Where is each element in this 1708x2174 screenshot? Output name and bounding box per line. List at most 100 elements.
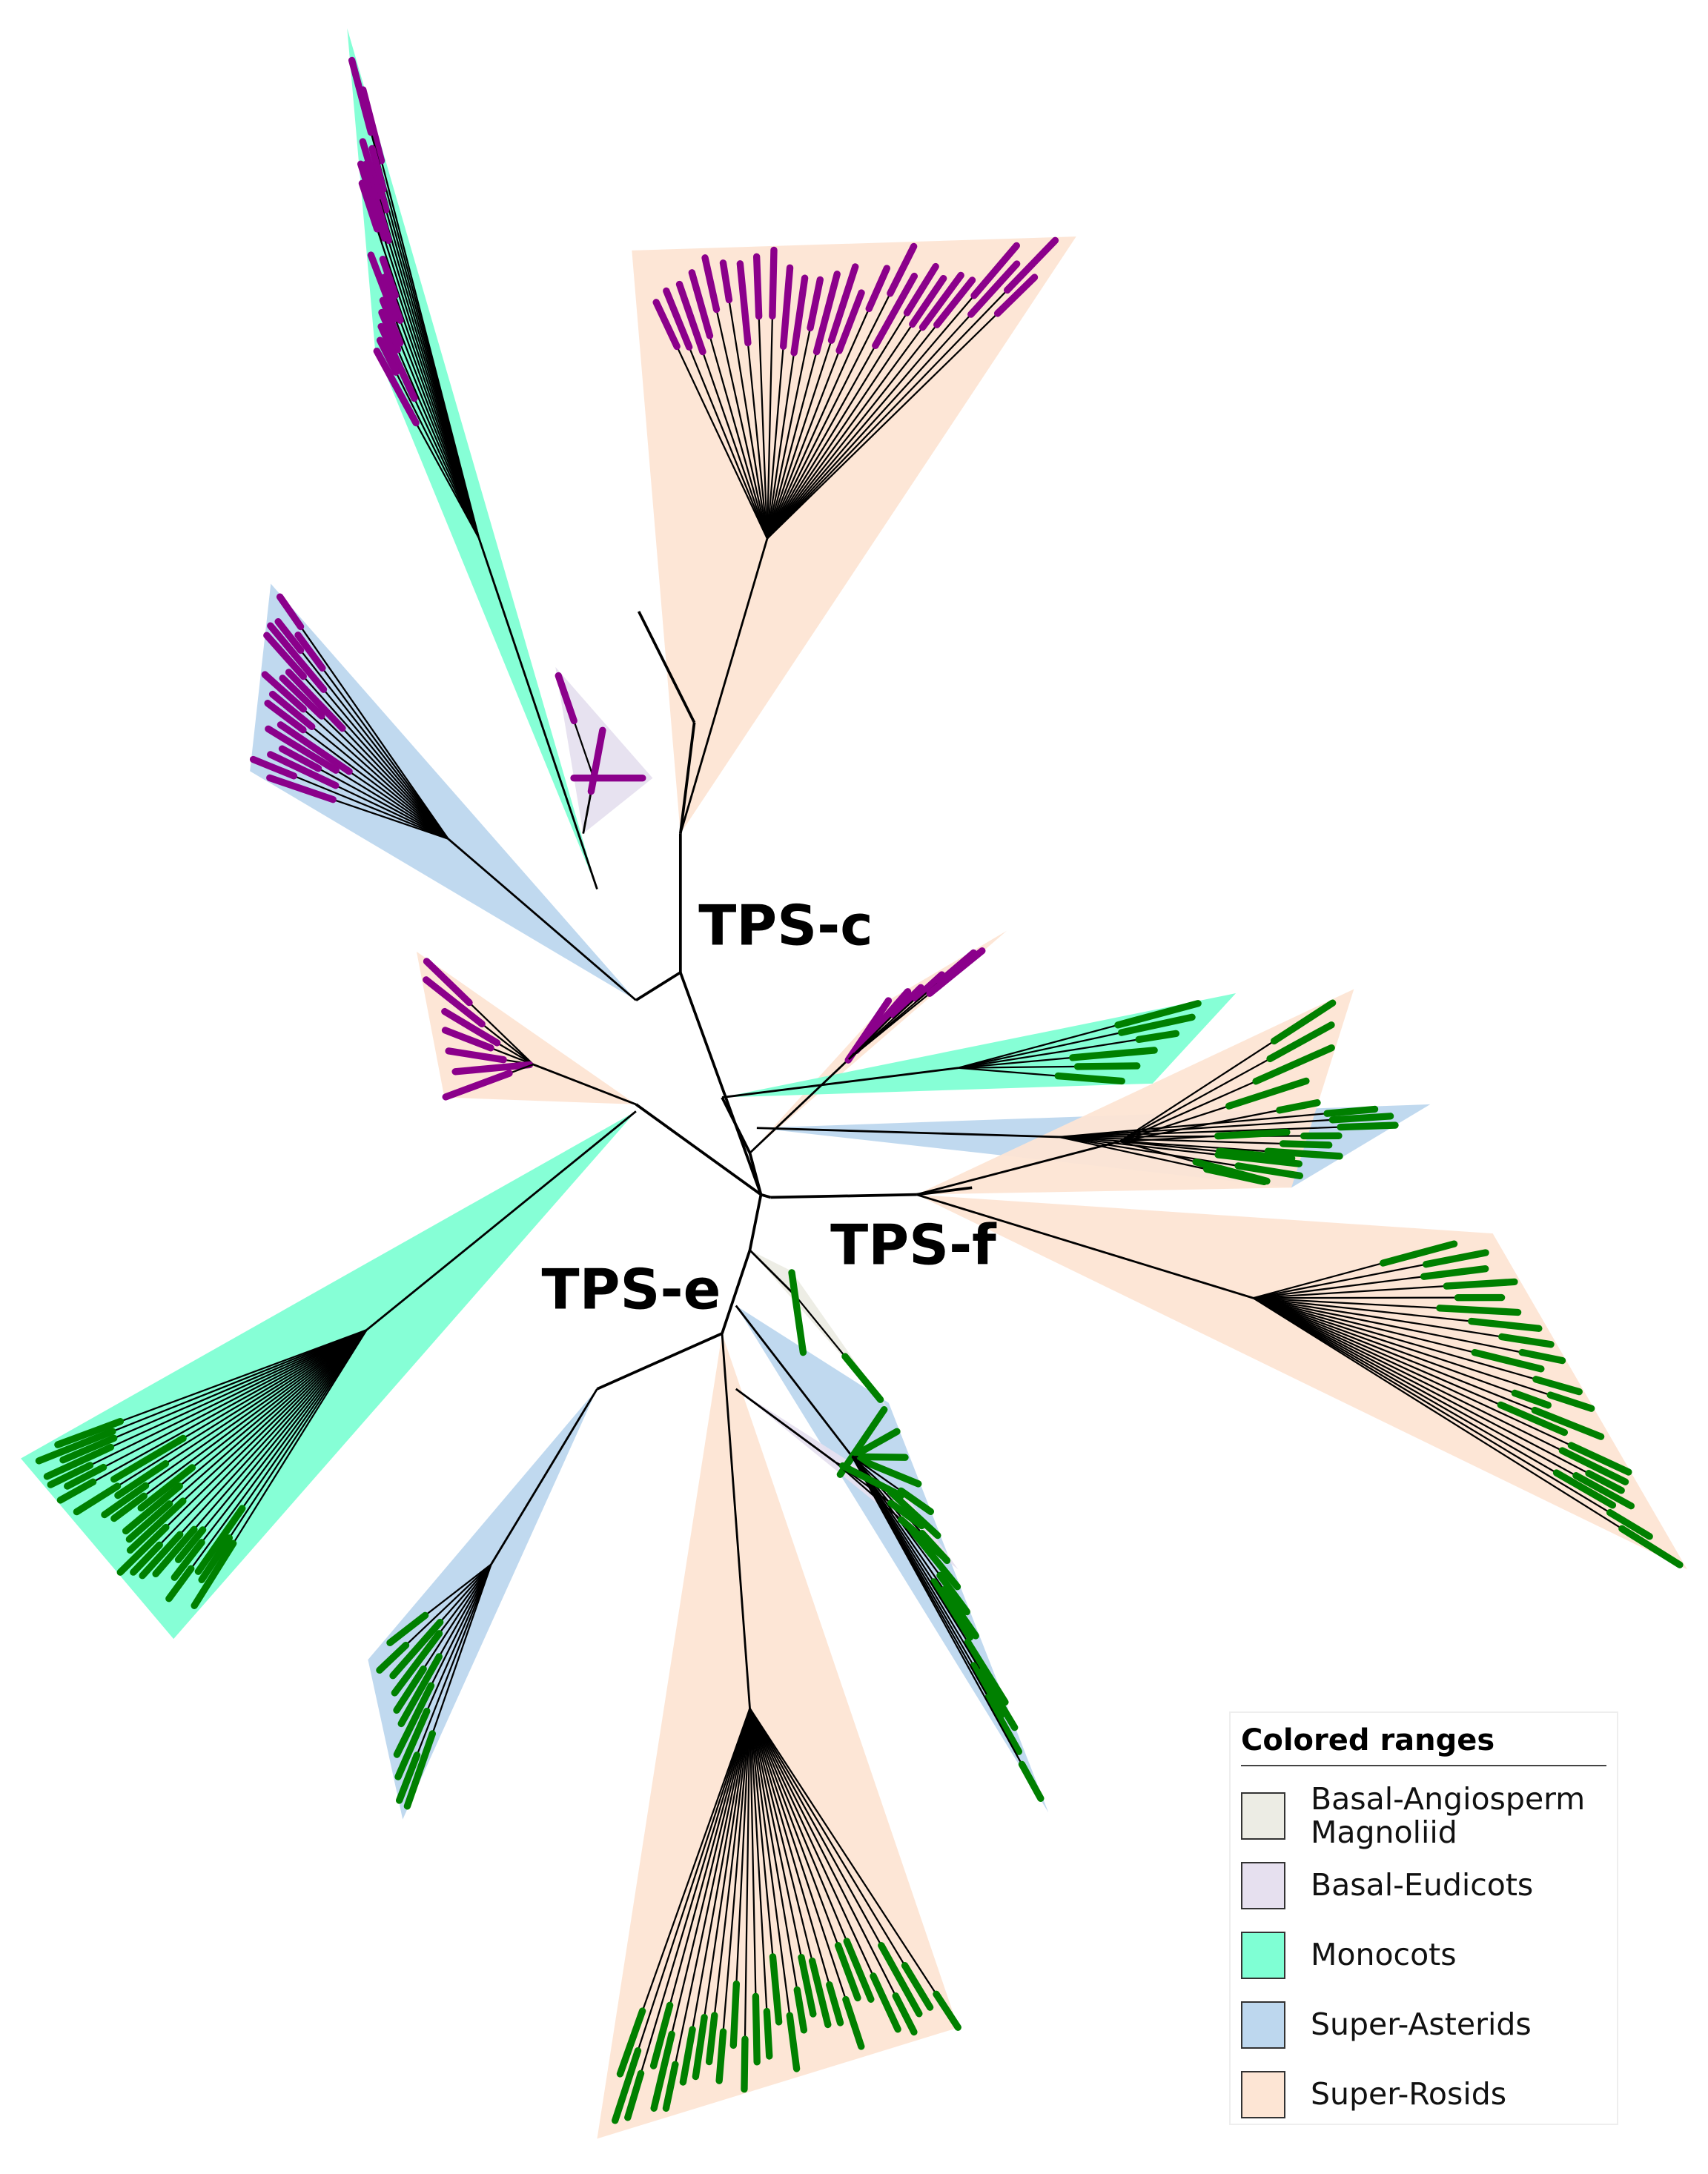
leaf xyxy=(64,1463,107,1490)
leaf xyxy=(274,617,305,654)
leaf xyxy=(834,1942,861,2002)
leaf xyxy=(649,2001,674,2069)
backbone-branch xyxy=(760,1193,772,1199)
leaf xyxy=(1276,1099,1321,1114)
branches xyxy=(35,56,1684,2124)
leaf xyxy=(1585,1470,1625,1494)
branch xyxy=(749,1058,850,1154)
leaf xyxy=(264,700,307,734)
leaf xyxy=(442,1070,513,1101)
legend-swatch xyxy=(1241,2071,1285,2118)
backbone-branch xyxy=(679,972,763,1196)
backbone-branch xyxy=(748,1194,763,1250)
leaf xyxy=(1471,1349,1545,1373)
leaf xyxy=(1234,1162,1304,1179)
legend-label: Basal-Eudicots xyxy=(1311,1867,1534,1903)
leaf xyxy=(265,725,340,774)
leaf xyxy=(1422,1249,1489,1268)
branch xyxy=(447,838,637,1001)
leaf xyxy=(357,160,388,242)
leaf xyxy=(423,976,486,1028)
leaf xyxy=(1003,236,1059,294)
leaf xyxy=(378,308,402,354)
leaf xyxy=(729,1980,741,2049)
clade-label: TPS-c xyxy=(698,893,873,958)
leaf xyxy=(174,1526,207,1563)
leaf xyxy=(936,1571,970,1616)
branch xyxy=(1252,1297,1613,1506)
leaf xyxy=(1270,999,1337,1045)
leaf xyxy=(110,1434,187,1483)
branch xyxy=(749,1708,862,2047)
leaf xyxy=(276,593,305,631)
leaf xyxy=(1252,1044,1335,1085)
leaf xyxy=(856,1456,922,1488)
leaf xyxy=(663,287,693,351)
leaf xyxy=(59,1434,118,1464)
branch xyxy=(1059,1136,1329,1146)
legend-item: Basal-Angiosperm Magnoliid xyxy=(1241,1781,1606,1851)
branch xyxy=(626,1708,751,2118)
leaf xyxy=(47,1462,94,1488)
leaf xyxy=(1279,1140,1333,1149)
branch xyxy=(766,245,915,540)
leaf xyxy=(736,260,752,347)
leaf xyxy=(887,1488,941,1540)
leaf xyxy=(137,1464,196,1512)
leaf xyxy=(403,1730,437,1810)
backbone-branch xyxy=(635,1103,762,1196)
leaf xyxy=(1264,1147,1343,1160)
legend-item: Super-Asterids xyxy=(1241,1990,1606,2060)
leaf xyxy=(1135,1030,1180,1044)
branch xyxy=(756,1127,1059,1139)
colored-range xyxy=(735,1305,1049,1813)
legend-label: Monocots xyxy=(1311,1937,1457,1973)
colored-range xyxy=(916,1194,1687,1570)
leaf xyxy=(130,1541,163,1576)
leaf xyxy=(870,1972,901,2033)
leaf xyxy=(285,669,346,732)
branch xyxy=(132,1329,368,1573)
leaf xyxy=(933,1990,961,2031)
leaf xyxy=(110,1492,148,1522)
leaf xyxy=(1436,1305,1522,1316)
legend-item: Super-Rosids xyxy=(1241,2060,1606,2130)
leaf xyxy=(395,1752,421,1804)
branch xyxy=(916,1193,1254,1299)
leaf xyxy=(839,1462,905,1499)
branch xyxy=(749,1708,841,2024)
legend-item: Monocots xyxy=(1241,1921,1606,1990)
leaf xyxy=(165,1565,195,1603)
leaf xyxy=(1225,1077,1310,1110)
leaf xyxy=(897,1487,935,1516)
leaf xyxy=(423,958,473,1007)
clade-label: TPS-e xyxy=(542,1256,721,1322)
leaf xyxy=(752,253,763,320)
leaf xyxy=(808,1957,832,2029)
leaf xyxy=(807,276,824,332)
legend-swatch xyxy=(1241,1792,1285,1840)
leaf xyxy=(122,1482,183,1535)
colored-range xyxy=(632,236,1076,834)
colored-range xyxy=(250,583,636,1001)
colored-range xyxy=(555,666,653,834)
branch xyxy=(104,1329,368,1516)
backbone-branch xyxy=(770,1193,917,1199)
leaf xyxy=(394,1707,431,1780)
branch xyxy=(851,1456,1042,1799)
branch xyxy=(749,1249,796,1296)
leaf xyxy=(752,1992,761,2066)
leaf xyxy=(54,1418,125,1448)
branch xyxy=(1059,1135,1339,1139)
leaf xyxy=(379,296,404,347)
leaf xyxy=(912,971,946,1002)
leaf xyxy=(887,1499,925,1530)
leaf xyxy=(1117,1013,1196,1036)
legend-swatch xyxy=(1241,1932,1285,1979)
leaf xyxy=(73,1482,122,1516)
leaf xyxy=(35,1428,116,1465)
legend-label: Basal-Angiosperm Magnoliid xyxy=(1311,1780,1586,1850)
leaf xyxy=(984,1694,1023,1755)
